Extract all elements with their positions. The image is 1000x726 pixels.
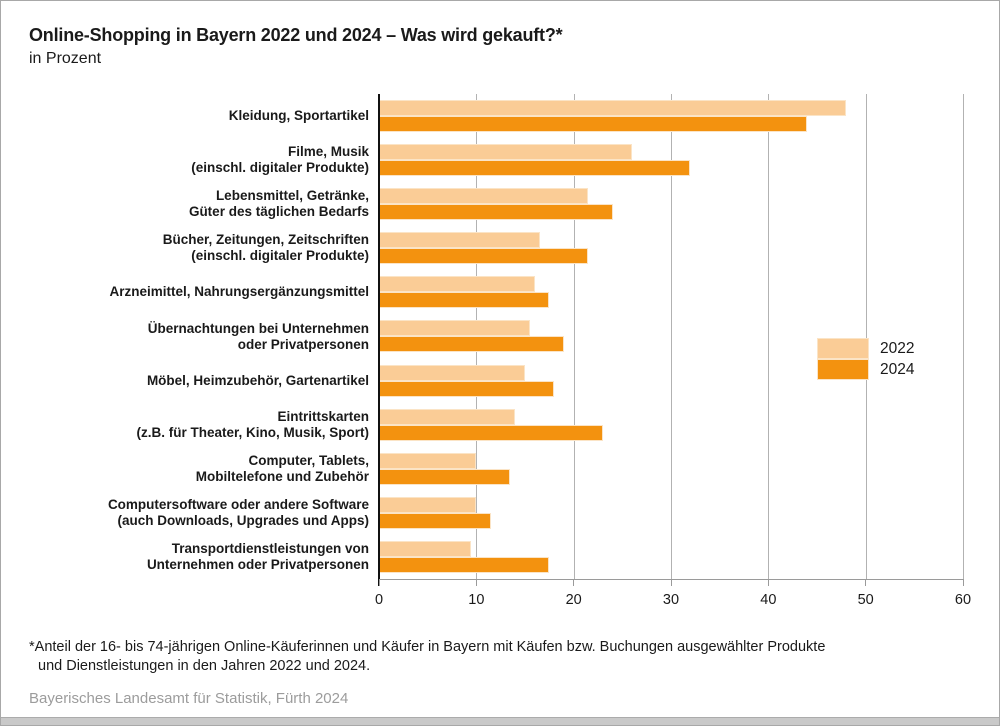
category-label: Computer, Tablets, Mobiltelefone und Zub… [195,452,369,484]
category-labels: Kleidung, Sportartikel Filme, Musik (eins… [25,94,369,579]
bar-2024 [379,380,555,397]
bar-2022 [379,496,477,513]
bar-2024 [379,292,550,309]
category-label: Filme, Musik (einschl. digitaler Produkt… [191,144,369,176]
gridline-40 [768,94,770,579]
plot-area [378,94,964,586]
tick-label-40: 40 [760,592,777,608]
tick-label-50: 50 [857,592,874,608]
category-label: Eintrittskarten (z.B. für Theater, Kino,… [136,408,369,440]
bar-2022 [379,144,633,161]
bar-group [379,226,963,270]
bar-2022 [379,232,540,249]
category-label: Lebensmittel, Getränke, Güter des täglic… [188,188,369,220]
category-label: Kleidung, Sportartikel [228,108,369,124]
bar-group [379,94,963,138]
tick-mark-0 [378,579,380,586]
bar-2022 [379,100,847,116]
tick-mark-20 [573,579,575,586]
bar-2022 [379,408,516,425]
tick-label-60: 60 [954,592,972,608]
x-axis-ticks: 0 10 20 30 40 50 60 [375,579,971,613]
bar-2022 [379,188,589,205]
gridline-30 [671,94,672,579]
bar-group [379,270,963,314]
source-credit: Bayerisches Landesamt für Statistik, Für… [29,690,349,707]
bar-2022 [379,320,530,337]
bar-2024 [379,424,603,441]
bar-rows [379,94,963,579]
gridline-50 [865,94,867,579]
legend: 2022 2024 [817,338,914,380]
bar-2024 [379,160,691,177]
tick-mark-10 [475,579,477,586]
bar-2024 [379,336,564,353]
bar-group [379,182,963,226]
legend-entry-2022: 2022 [817,338,914,359]
category-label: Möbel, Heimzubehör, Gartenartikel [146,372,369,388]
gridline-60 [963,94,964,579]
bar-2024 [379,556,550,573]
bar-group [379,535,963,579]
bar-2024 [379,468,511,485]
tick-mark-40 [767,579,769,586]
tick-mark-30 [670,579,672,586]
bar-group [379,314,963,358]
legend-label-2024: 2024 [880,360,915,378]
y-axis-line [378,94,380,586]
tick-label-10: 10 [468,592,485,608]
chart-subtitle: in Prozent [29,50,102,67]
category-label: Computersoftware oder andere Software (a… [107,496,369,528]
legend-swatch-2024 [817,359,869,380]
tick-label-30: 30 [662,592,680,608]
category-label: Übernachtungen bei Unternehmen oder Priv… [147,320,369,352]
tick-label-0: 0 [374,592,384,608]
legend-swatch-2022 [817,338,869,359]
footnote: *Anteil der 16- bis 74-jährigen Online-K… [29,639,826,674]
bar-group [379,138,963,182]
bar-2024 [379,248,589,265]
tick-mark-60 [962,579,964,586]
bar-2024 [379,512,491,529]
bar-group [379,447,963,491]
bar-2022 [379,540,472,557]
legend-entry-2024: 2024 [817,359,914,380]
gridline-20 [573,94,575,579]
bar-group [379,491,963,535]
bar-2022 [379,364,525,381]
category-label: Arzneimittel, Nahrungsergänzungsmittel [109,284,369,300]
bottom-bar [1,717,999,725]
category-label: Bücher, Zeitungen, Zeitschriften (einsch… [162,232,369,264]
category-label: Transportdienstleistungen von Unternehme… [146,540,369,572]
chart-title: Online-Shopping in Bayern 2022 und 2024 … [29,25,563,45]
legend-label-2022: 2022 [880,339,915,357]
bar-2024 [379,204,613,221]
tick-label-20: 20 [565,592,582,608]
tick-mark-50 [865,579,867,586]
bar-group [379,403,963,447]
bar-2022 [379,452,477,469]
bar-2024 [379,116,808,132]
bar-2022 [379,276,535,293]
